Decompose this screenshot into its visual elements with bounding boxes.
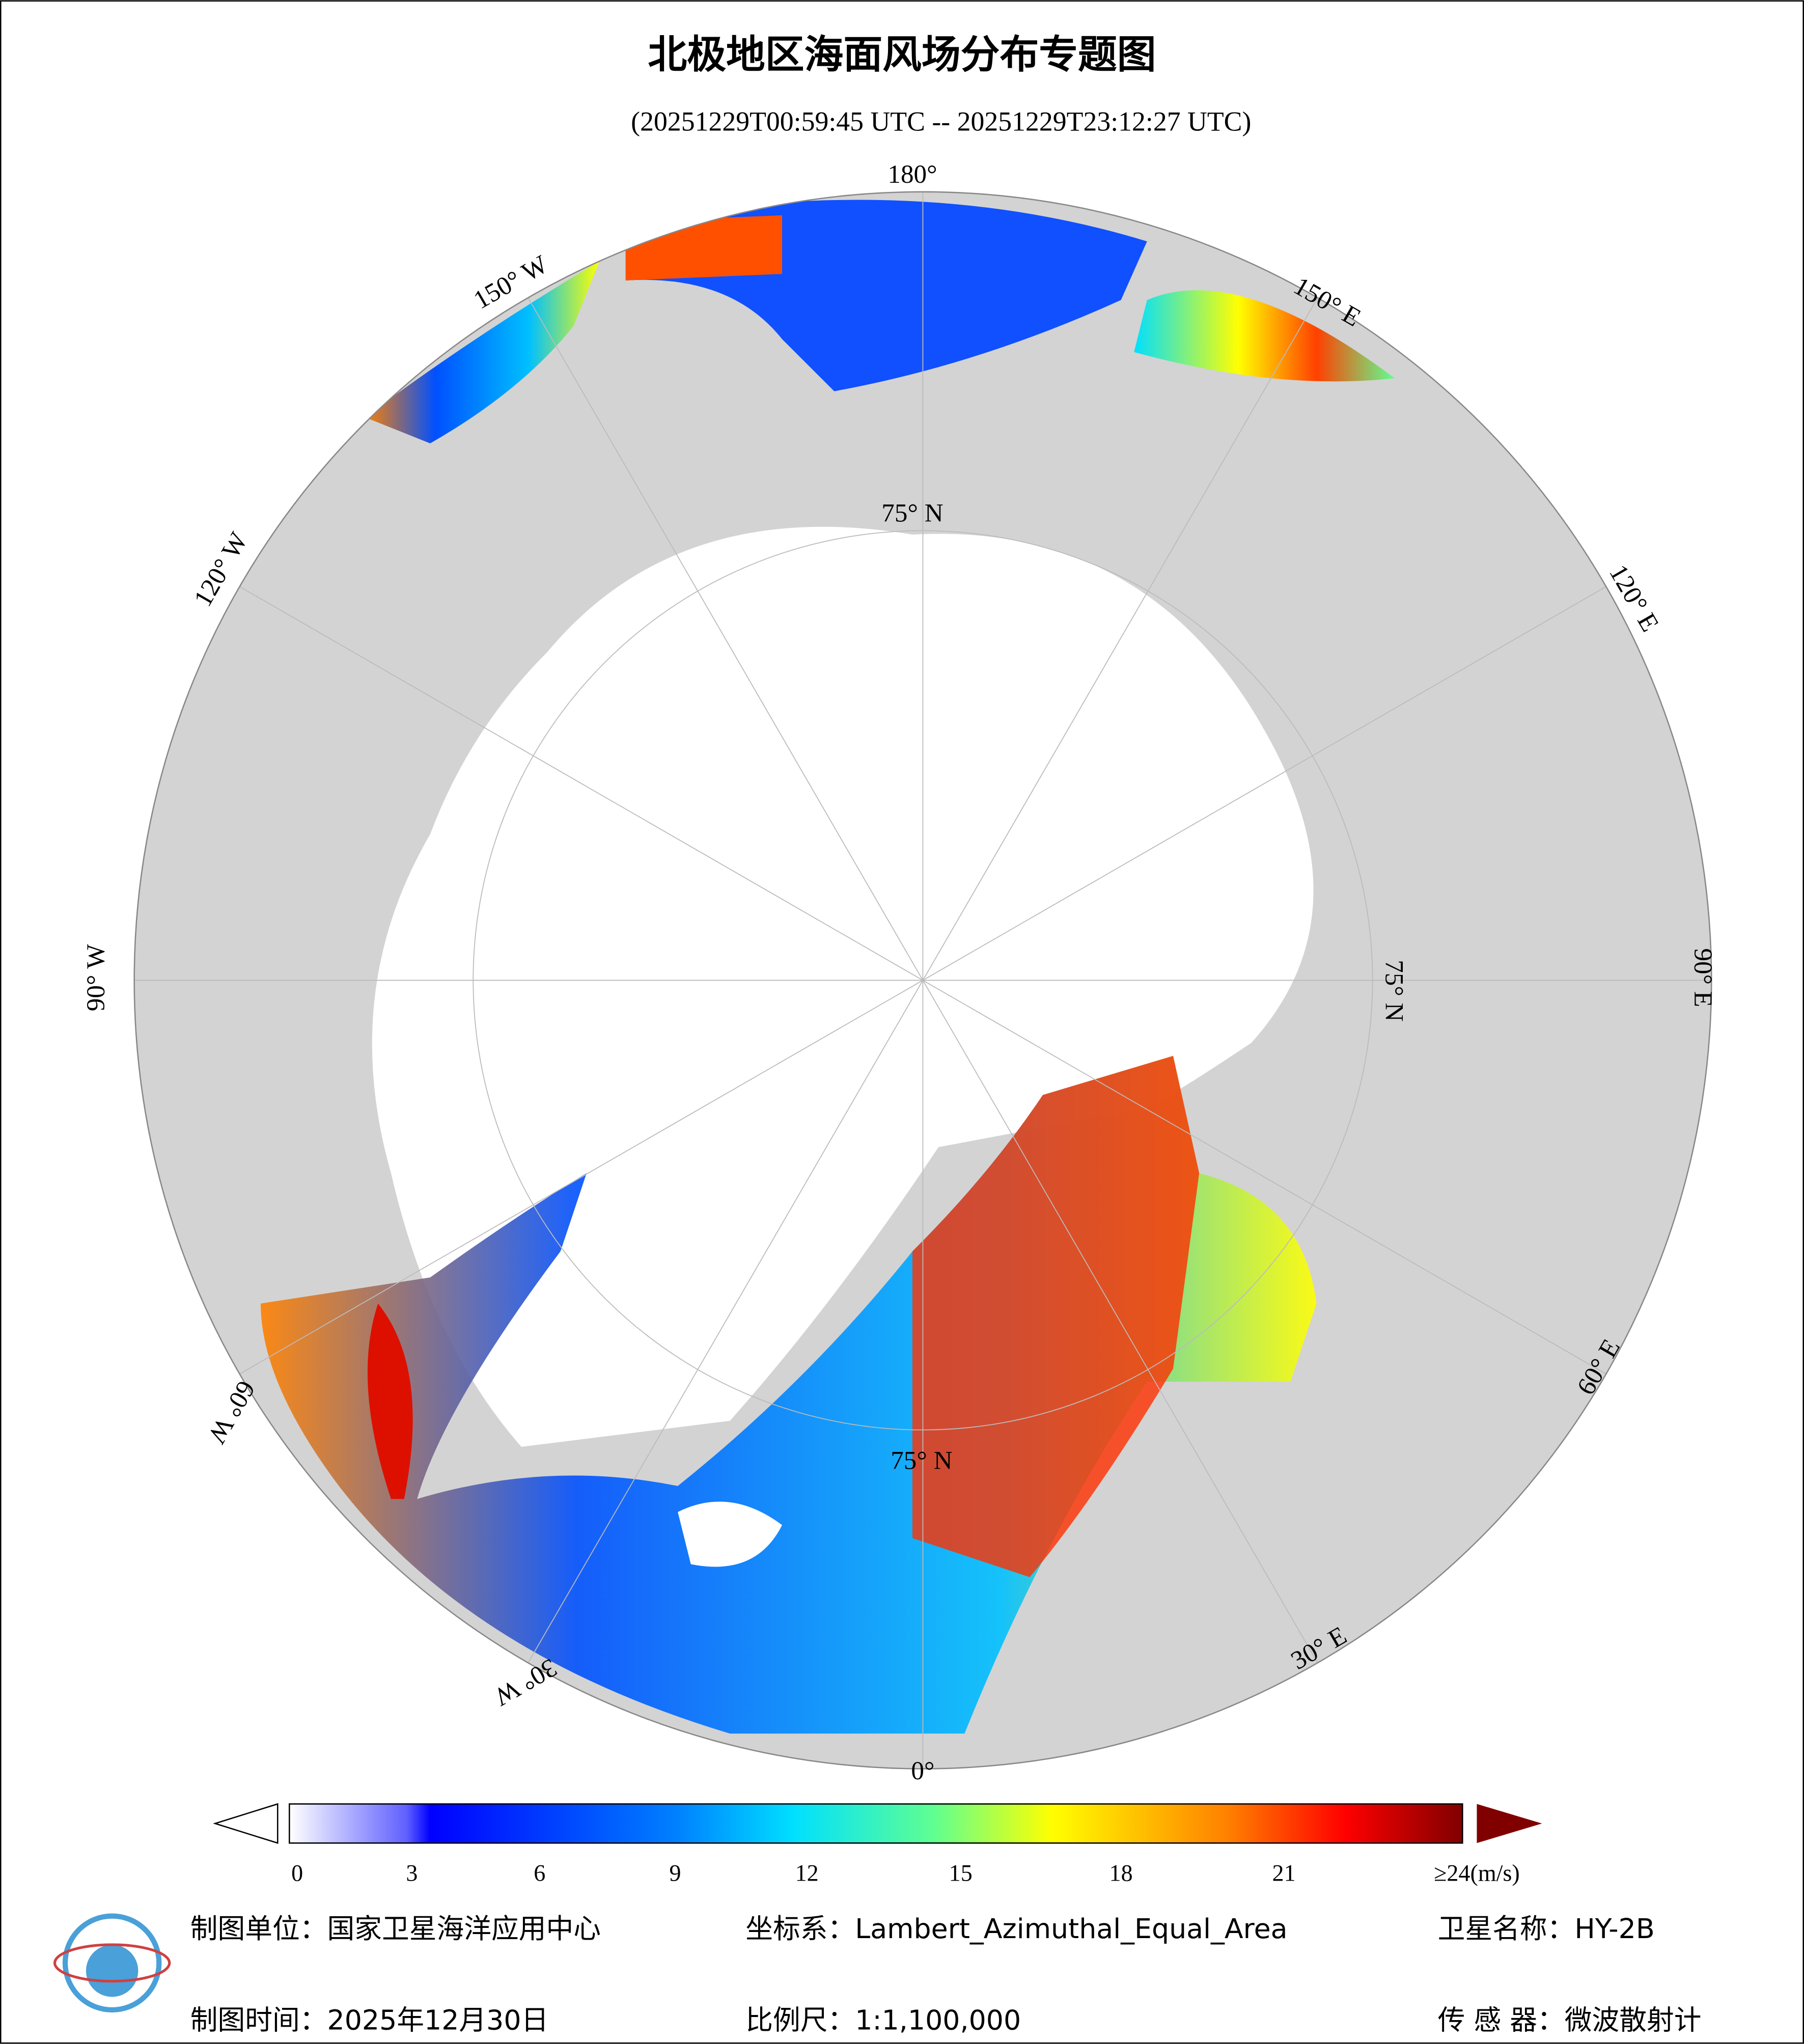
title: 北极地区海面风场分布专题图	[648, 33, 1156, 78]
colorbar-tick-label: 15	[949, 1860, 973, 1886]
map-border	[133, 191, 1712, 1770]
latitude-label: 75° N	[1379, 960, 1408, 1021]
map	[134, 191, 1712, 1769]
colorbar-tick-label: 3	[406, 1860, 418, 1886]
colorbar-tick-label: 18	[1109, 1860, 1133, 1886]
colorbar-over	[1477, 1804, 1542, 1843]
colorbar-tick-label: 12	[795, 1860, 819, 1886]
footer-scale: 比例尺：1:1,100,000	[745, 2004, 1021, 2036]
latitude-label: 75° N	[881, 498, 943, 527]
colorbar-tick-label: 0	[291, 1860, 303, 1886]
colorbar-tick-label: 6	[534, 1860, 545, 1886]
colorbar-tick-label: 21	[1272, 1860, 1296, 1886]
footer-sensor: 传 感 器：微波散射计	[1438, 2004, 1702, 2036]
logo	[53, 1913, 171, 2013]
footer-unit: 制图单位：国家卫星海洋应用中心	[190, 1913, 601, 1945]
longitude-label: 180°	[887, 160, 937, 189]
footer-crs: 坐标系：Lambert_Azimuthal_Equal_Area	[745, 1913, 1287, 1945]
colorbar-under	[213, 1803, 279, 1844]
subtitle: (20251229T00:59:45 UTC -- 20251229T23:12…	[631, 106, 1251, 136]
colorbar-tick-label: ≥24(m/s)	[1434, 1860, 1520, 1886]
footer-date: 制图时间：2025年12月30日	[190, 2004, 549, 2036]
latitude-label: 75° N	[891, 1446, 952, 1475]
longitude-label: 0°	[911, 1756, 934, 1785]
longitude-label: 90° W	[81, 944, 110, 1012]
footer-satellite: 卫星名称：HY-2B	[1438, 1913, 1655, 1945]
colorbar-tick-label: 9	[670, 1860, 681, 1886]
colorbar	[289, 1803, 1463, 1844]
longitude-label: 90° E	[1688, 948, 1717, 1007]
